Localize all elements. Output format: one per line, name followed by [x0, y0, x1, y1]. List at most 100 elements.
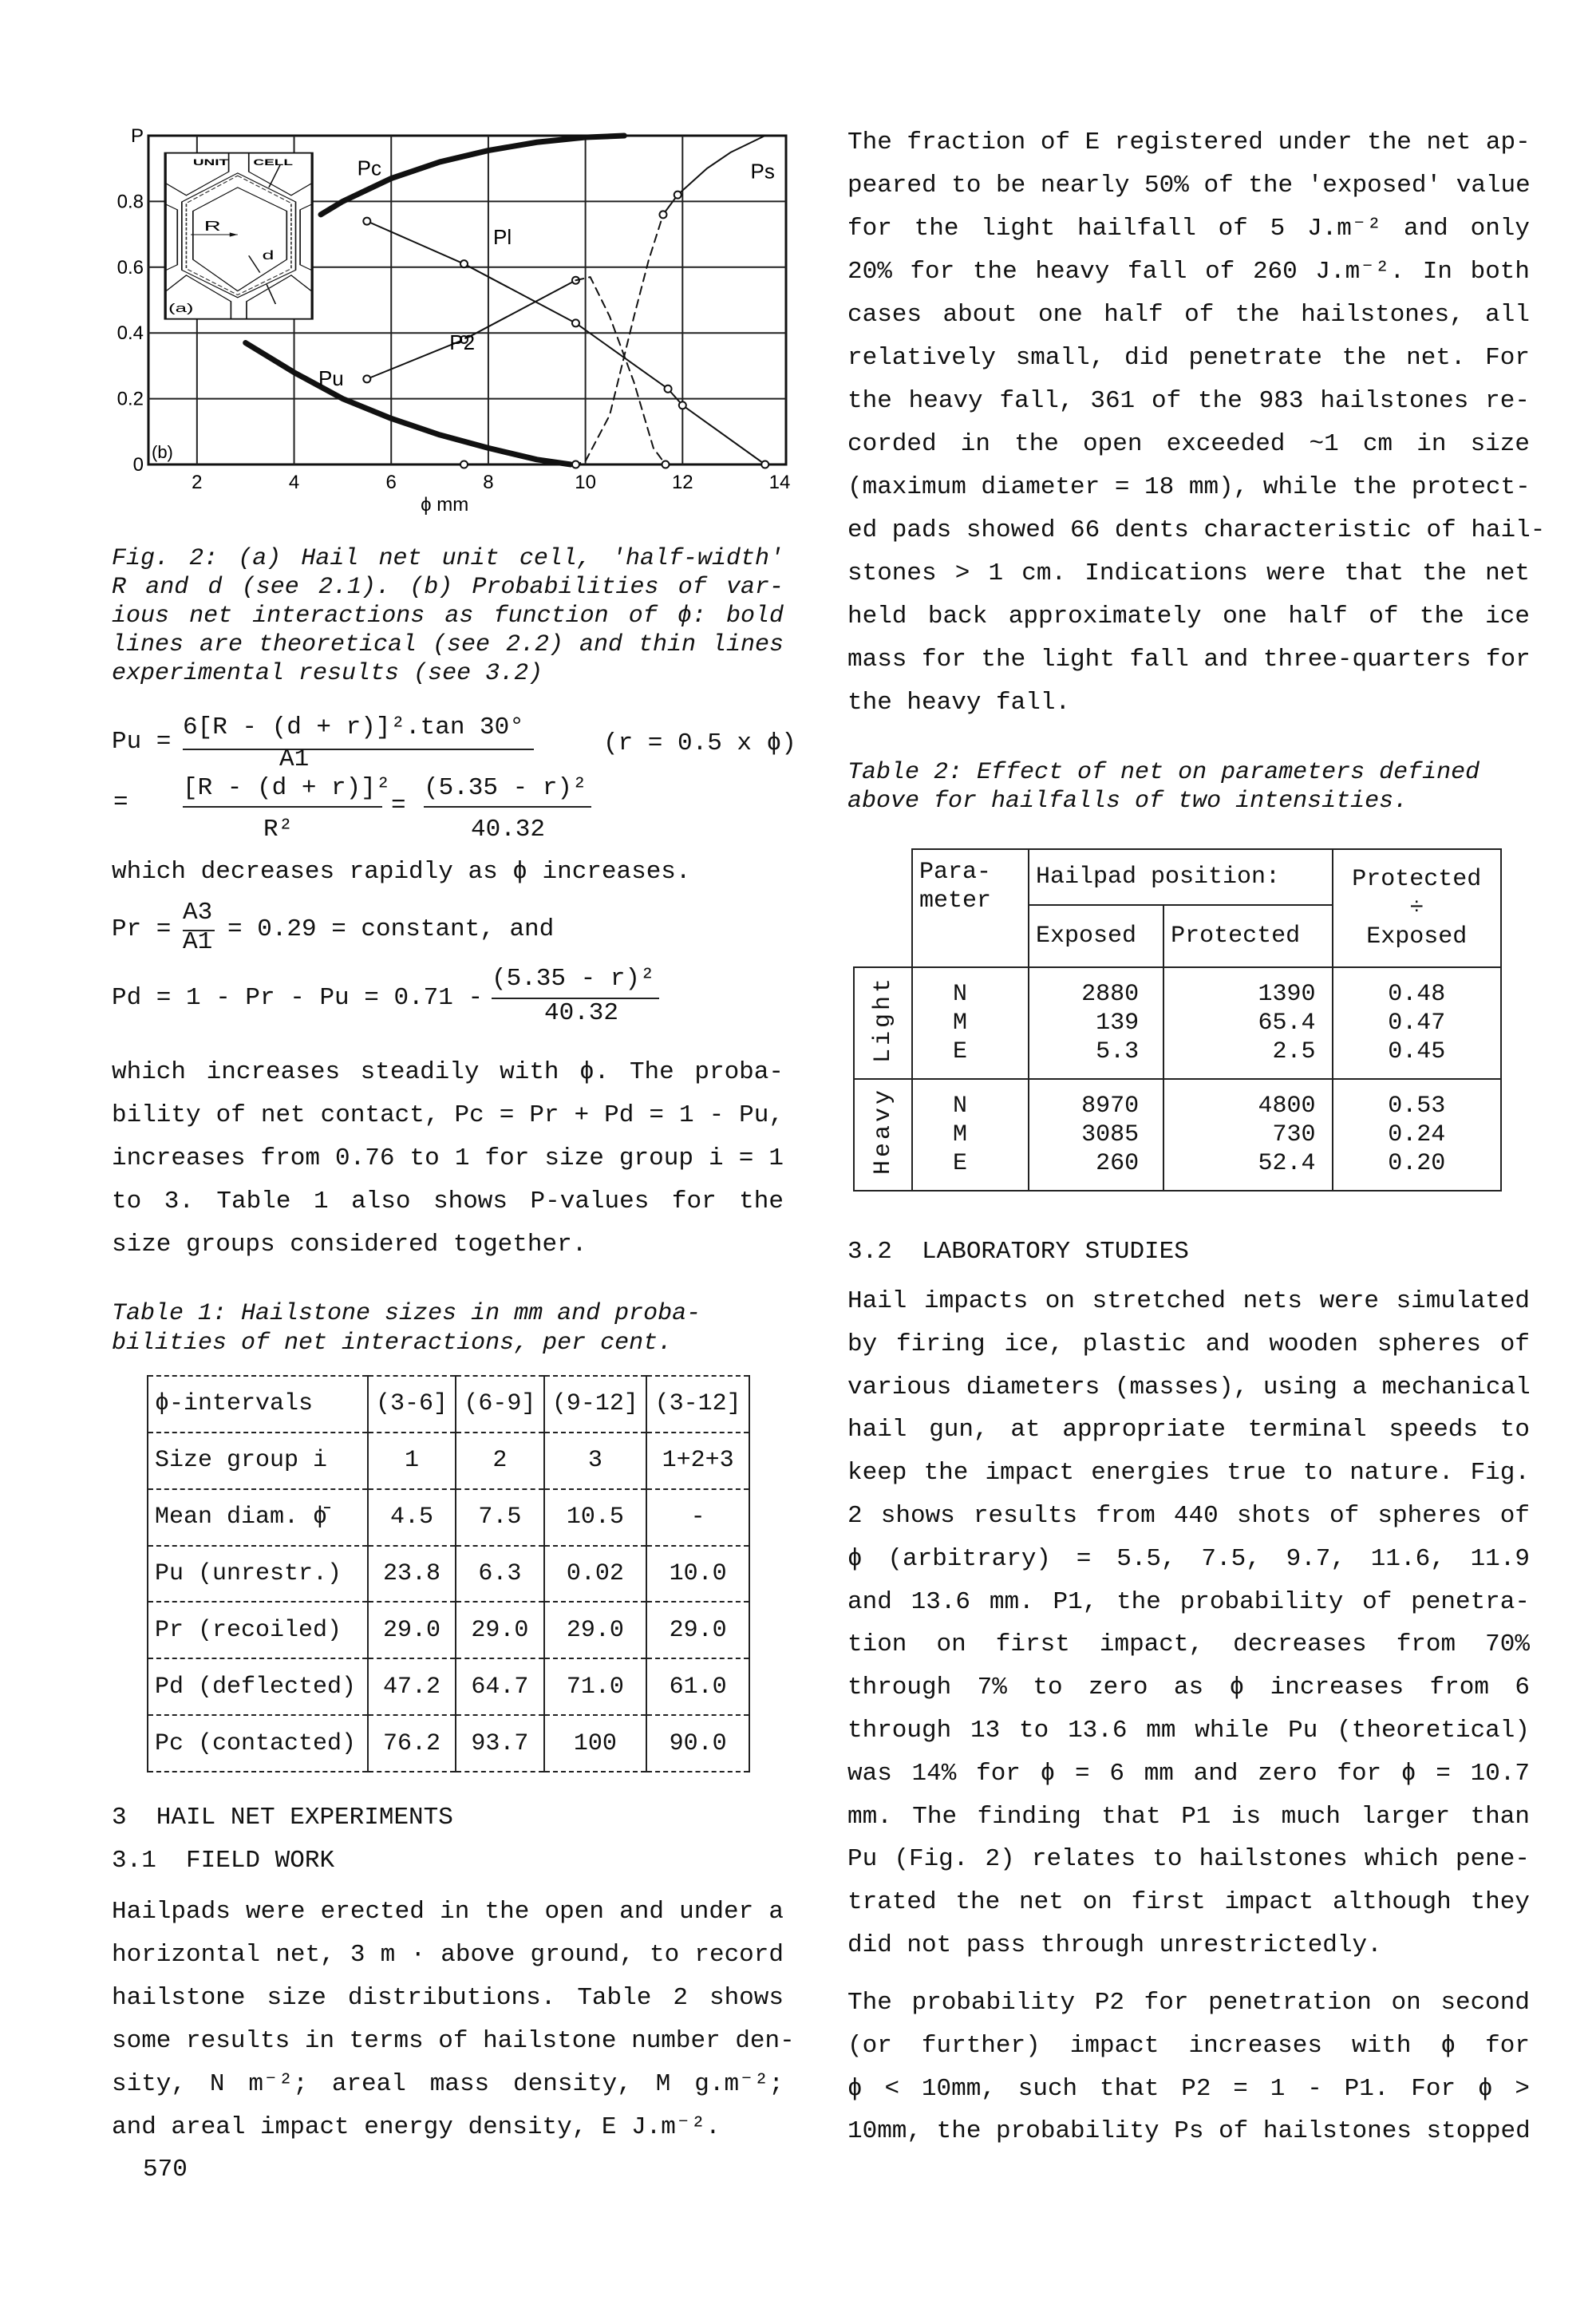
arrow-cell — [268, 164, 281, 188]
cell: 10.0 — [646, 1544, 750, 1603]
section-heading-3: 3 HAIL NET EXPERIMENTS — [112, 1804, 453, 1832]
caption-line: R and d (see 2.1). (b) Probabilities of … — [112, 574, 784, 601]
header-protected: Protected — [1163, 904, 1333, 968]
cell: 2 — [455, 1431, 545, 1490]
series-label: Ps — [750, 160, 774, 184]
text-line: keep the impact energies true to nature.… — [847, 1459, 1530, 1488]
cell: 93.7 — [455, 1714, 545, 1772]
cell: 71.0 — [543, 1658, 648, 1717]
hexagon-outer — [181, 172, 297, 298]
cell: 76.2 — [366, 1714, 457, 1772]
text-line: peared to be nearly 50% of the 'exposed'… — [847, 172, 1531, 200]
text-line: to 3. Table 1 also shows P-values for th… — [112, 1188, 784, 1215]
data-point — [460, 334, 468, 344]
text-line: the heavy fall. — [847, 689, 1071, 717]
series-line-pc — [318, 132, 627, 218]
data-point — [658, 210, 668, 219]
text-line: hailstone size distributions. Table 2 sh… — [112, 1984, 784, 2012]
x-tick-label: 14 — [769, 472, 791, 493]
section-heading-3-2: 3.2 LABORATORY STUDIES — [847, 1238, 1189, 1266]
cell: 8970 3085 260 — [1027, 1078, 1165, 1192]
table-caption-line: above for hailfalls of two intensities. — [847, 788, 1408, 815]
eq2-denominator-1: R² — [263, 816, 294, 844]
cell: 29.0 — [455, 1601, 545, 1660]
eq-pu-lhs: Pu = — [112, 728, 172, 756]
text-line: increases from 0.76 to 1 for size group … — [112, 1144, 784, 1172]
group-label: Heavy — [869, 1086, 897, 1175]
text-line: and areal impact energy density, E J.m⁻²… — [112, 2113, 721, 2141]
data-point — [460, 460, 468, 469]
eq2-numerator-2: (5.35 - r)² — [424, 774, 587, 802]
header-parameter: Para- meter — [911, 848, 1029, 968]
eq-pr-numerator: A3 — [183, 899, 213, 927]
y-tick-label: 0.6 — [117, 257, 144, 279]
panel-label-b: (b) — [152, 442, 173, 462]
text-line: various diameters (masses), using a mech… — [847, 1373, 1531, 1401]
eq-pr-denominator: A1 — [183, 928, 213, 956]
data-point — [571, 318, 580, 328]
cell: 3 — [543, 1431, 648, 1490]
table-row: Pu (unrestr.) 23.8 6.3 0.02 10.0 — [147, 1544, 750, 1603]
cell: (6-9] — [455, 1375, 545, 1433]
data-point — [661, 460, 670, 469]
x-axis-label: ϕ mm — [421, 494, 468, 516]
data-point — [663, 384, 673, 393]
inset-label-unit: UNIT — [193, 158, 229, 168]
table-caption-line: bilities of net interactions, per cent. — [112, 1330, 673, 1357]
cell: 4.5 — [366, 1488, 457, 1547]
inset-label-d: d — [263, 248, 275, 263]
series-label: Pu — [318, 366, 344, 390]
text-line: Hailpads were erected in the open and un… — [112, 1898, 784, 1926]
cell: Pc (contacted) — [147, 1714, 369, 1772]
caption-line: experimental results (see 3.2) — [112, 660, 543, 687]
x-tick-label: 8 — [483, 472, 493, 493]
text-line: 10mm, the probability Ps of hailstones s… — [847, 2117, 1531, 2146]
table-row: Heavy N M E 8970 3085 260 4800 730 52.4 … — [853, 1078, 1503, 1192]
cell: 29.0 — [366, 1601, 457, 1660]
y-tick-label: P — [131, 125, 144, 147]
cell: 0.02 — [543, 1544, 648, 1603]
cell: Pd (deflected) — [147, 1658, 369, 1717]
x-tick-label: 4 — [289, 472, 299, 493]
text-line: 2 shows results from 440 shots of sphere… — [847, 1502, 1530, 1530]
text-line: mass for the light fall and three-quarte… — [847, 646, 1531, 674]
fraction-bar — [183, 749, 534, 750]
text-line: did not pass through unrestrictedly. — [847, 1931, 1382, 1959]
cell: N M E — [911, 1078, 1029, 1192]
caption-line: Fig. 2: (a) Hail net unit cell, 'half-wi… — [112, 545, 784, 572]
cell: 0.48 0.47 0.45 — [1331, 966, 1503, 1080]
cell: 10.5 — [543, 1488, 648, 1547]
x-tick-label: 6 — [386, 472, 397, 493]
header-hailpad-position: Hailpad position: — [1028, 848, 1333, 906]
eq-pd-lhs: Pd = 1 - Pr - Pu = 0.71 - — [112, 984, 484, 1012]
eq2-numerator-1: [R - (d + r)]² — [183, 774, 391, 802]
cell: 6.3 — [455, 1544, 545, 1603]
table-row: Mean diam. ϕ̄ 4.5 7.5 10.5- — [147, 1488, 750, 1547]
table-row: Pr (recoiled) 29.0 29.0 29.0 29.0 — [147, 1601, 750, 1660]
y-tick-label: 0.8 — [117, 191, 144, 212]
arrow-d — [247, 255, 261, 273]
arrow-d2 — [266, 284, 277, 305]
cell: Mean diam. ϕ̄ — [147, 1488, 369, 1547]
fraction-bar — [183, 806, 382, 808]
text-line: trated the net on first impact although … — [847, 1888, 1530, 1917]
text-line: horizontal net, 3 m · above ground, to r… — [112, 1941, 784, 1969]
hexagon-dashed — [185, 175, 292, 296]
text-line: Hail impacts on stretched nets were simu… — [847, 1287, 1530, 1315]
fraction-bar — [492, 998, 659, 999]
fraction-bar — [183, 930, 215, 931]
cell: 90.0 — [646, 1714, 750, 1772]
eq-pu-numerator: 6[R - (d + r)]².tan 30° — [183, 713, 524, 741]
cell: 64.7 — [455, 1658, 545, 1717]
text-line: hail gun, at appropriate terminal speeds… — [847, 1416, 1530, 1444]
net-strands — [165, 152, 312, 319]
x-tick-label: 12 — [672, 472, 693, 493]
cell: 47.2 — [366, 1658, 457, 1717]
page-number: 570 — [143, 2156, 188, 2184]
text-line: ed pads showed 66 dents characteristic o… — [847, 516, 1546, 544]
x-tick-label: 2 — [192, 472, 202, 493]
y-tick-label: 0.4 — [117, 322, 144, 344]
eq-pu-denominator: A1 — [279, 745, 310, 773]
text-line: corded in the open exceeded ~1 cm in siz… — [847, 430, 1530, 458]
eq-pr-rhs: = 0.29 = constant, and — [227, 915, 555, 943]
